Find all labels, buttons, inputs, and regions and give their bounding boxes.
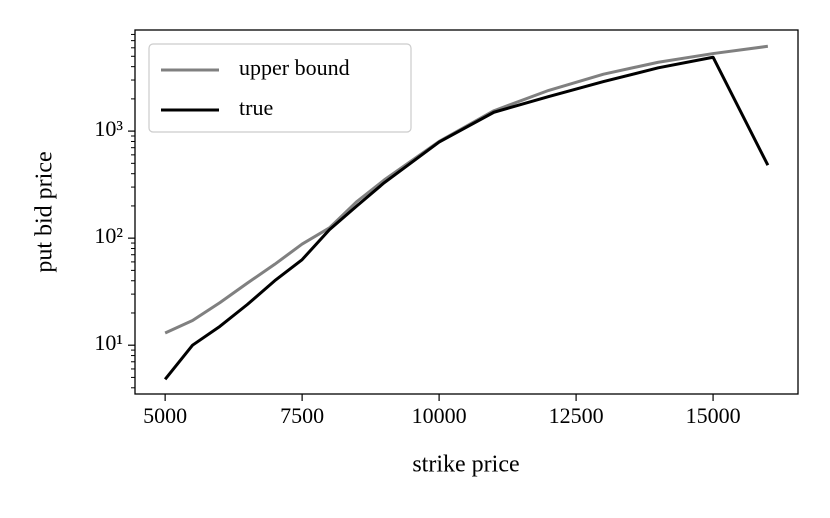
y-tick-label: 10¹	[94, 330, 123, 355]
plot-frame	[134, 29, 799, 395]
x-tick-label: 5000	[143, 403, 187, 428]
x-tick-label: 15000	[686, 403, 741, 428]
x-axis-label: strike price	[412, 452, 519, 478]
series-line	[163, 55, 770, 381]
y-tick-label: 10²	[94, 223, 123, 248]
x-tick-label: 7500	[280, 403, 324, 428]
legend-label: true	[239, 95, 273, 120]
x-tick-label: 10000	[412, 403, 467, 428]
series-line	[164, 44, 769, 335]
x-tick-label: 12500	[549, 403, 604, 428]
legend-label: upper bound	[239, 55, 350, 80]
y-tick-label: 10³	[94, 116, 123, 141]
y-axis-label: put bid price	[32, 151, 58, 272]
